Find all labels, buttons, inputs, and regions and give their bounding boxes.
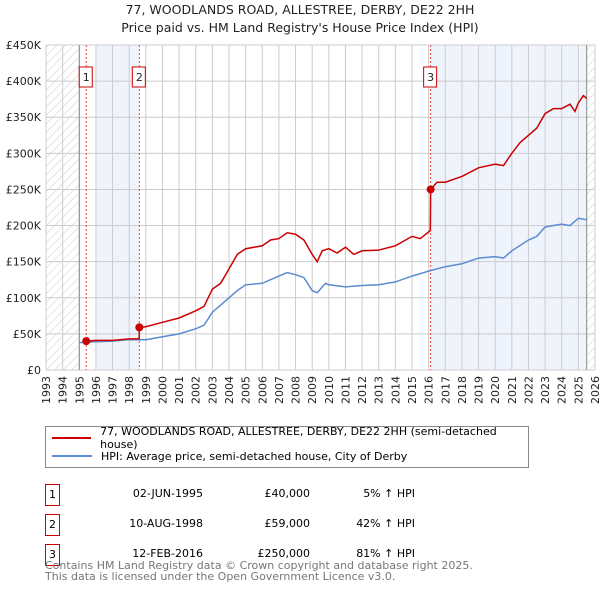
x-tick-label: 2001 (173, 376, 186, 404)
legend-item-hpi: HPI: Average price, semi-detached house,… (52, 447, 407, 465)
transaction-price: £59,000 (264, 517, 311, 530)
sale-label-box (423, 66, 438, 88)
x-tick-label: 2017 (439, 376, 452, 404)
x-tick-label: 2018 (456, 376, 469, 404)
sale-label: 2 (136, 71, 143, 84)
hatch-region-post (586, 45, 595, 370)
y-tick-label: £300K (6, 147, 42, 160)
transaction-row: 3 12-FEB-2016 £250,000 81% ↑ HPI (45, 544, 415, 566)
sale-label: 1 (83, 71, 90, 84)
x-tick-label: 1997 (107, 376, 120, 404)
x-tick-label: 2020 (489, 376, 502, 404)
transaction-number: 2 (45, 514, 60, 536)
x-tick-label: 2014 (389, 376, 402, 404)
x-tick-label: 1998 (123, 376, 136, 404)
transaction-hpi-change: 42% ↑ HPI (356, 517, 415, 530)
y-tick-label: £450K (6, 39, 42, 52)
price-chart: 1993 1994 1995 1996 1997 1998 1999 2000 2001 2002… (6, 39, 600, 404)
sale-label: 3 (427, 71, 434, 84)
property-price-line (86, 94, 588, 342)
x-tick-label: 2000 (156, 376, 169, 404)
y-tick-label: £0 (27, 364, 41, 377)
y-tick-label: £350K (6, 111, 42, 124)
x-tick-label: 2006 (256, 376, 269, 404)
footer-licence: This data is licensed under the Open Gov… (45, 570, 396, 583)
y-tick-label: £400K (6, 75, 42, 88)
x-tick-label: 1999 (140, 376, 153, 404)
y-tick-label: £50K (13, 328, 42, 341)
x-tick-label: 2009 (306, 376, 319, 404)
transaction-hpi-change: 5% ↑ HPI (363, 487, 415, 500)
x-tick-label: 2019 (473, 376, 486, 404)
x-tick-label: 2010 (323, 376, 336, 404)
x-tick-label: 2011 (339, 376, 352, 404)
transaction-row: 1 02-JUN-1995 £40,000 5% ↑ HPI (45, 484, 415, 506)
legend-label-property: 77, WOODLANDS ROAD, ALLESTREE, DERBY, DE… (100, 425, 497, 451)
x-tick-label: 2003 (206, 376, 219, 404)
x-tick-label: 2016 (423, 376, 436, 404)
transaction-price: £250,000 (257, 547, 311, 560)
x-tick-label: 2015 (406, 376, 419, 404)
transaction-number: 3 (45, 544, 60, 566)
footer-copyright: Contains HM Land Registry data © Crown c… (45, 559, 473, 572)
legend-swatch-blue (52, 455, 92, 457)
hpi-line (79, 217, 587, 344)
legend-label-hpi: HPI: Average price, semi-detached house,… (101, 449, 408, 463)
x-tick-label: 2022 (522, 376, 535, 404)
x-tick-label: 2008 (290, 376, 303, 404)
sale-point (426, 185, 435, 194)
x-tick-label: 2024 (556, 376, 569, 404)
shaded-region-1 (95, 45, 140, 370)
x-tick-label: 2005 (240, 376, 253, 404)
transaction-number: 1 (45, 484, 60, 506)
legend-item-property: 77, WOODLANDS ROAD, ALLESTREE, DERBY, DE… (52, 425, 528, 451)
sale-label-box (131, 66, 146, 88)
y-tick-label: £200K (6, 220, 42, 233)
x-tick-label: 1995 (73, 376, 86, 404)
x-tick-label: 2025 (572, 376, 585, 404)
x-tick-label: 2013 (373, 376, 386, 404)
transaction-date: 02-JUN-1995 (132, 487, 203, 500)
x-tick-label: 2002 (190, 376, 203, 404)
sale-point (135, 323, 144, 332)
transaction-date: 12-FEB-2016 (132, 547, 203, 560)
shaded-region-2 (430, 45, 587, 370)
sale-point (82, 337, 91, 346)
x-tick-label: 1996 (90, 376, 103, 404)
x-tick-label: 1993 (40, 376, 53, 404)
transaction-price: £40,000 (264, 487, 311, 500)
x-tick-label: 2021 (506, 376, 519, 404)
chart-subtitle: Price paid vs. HM Land Registry's House … (121, 20, 479, 35)
transaction-date: 10-AUG-1998 (129, 517, 203, 530)
chart-legend: 77, WOODLANDS ROAD, ALLESTREE, DERBY, DE… (45, 425, 529, 468)
x-tick-label: 2012 (356, 376, 369, 404)
x-tick-label: 2004 (223, 376, 236, 404)
legend-swatch-red (52, 437, 92, 439)
sale-label-box (78, 66, 93, 88)
y-tick-label: £100K (6, 292, 42, 305)
y-tick-label: £250K (6, 183, 42, 196)
x-tick-label: 2026 (589, 376, 600, 404)
transaction-row: 2 10-AUG-1998 £59,000 42% ↑ HPI (45, 514, 415, 536)
x-tick-label: 2023 (539, 376, 552, 404)
y-tick-label: £150K (6, 256, 42, 269)
x-tick-label: 1994 (57, 376, 70, 404)
x-tick-label: 2007 (273, 376, 286, 404)
chart-title: 77, WOODLANDS ROAD, ALLESTREE, DERBY, DE… (125, 2, 475, 17)
transaction-hpi-change: 81% ↑ HPI (356, 547, 415, 560)
